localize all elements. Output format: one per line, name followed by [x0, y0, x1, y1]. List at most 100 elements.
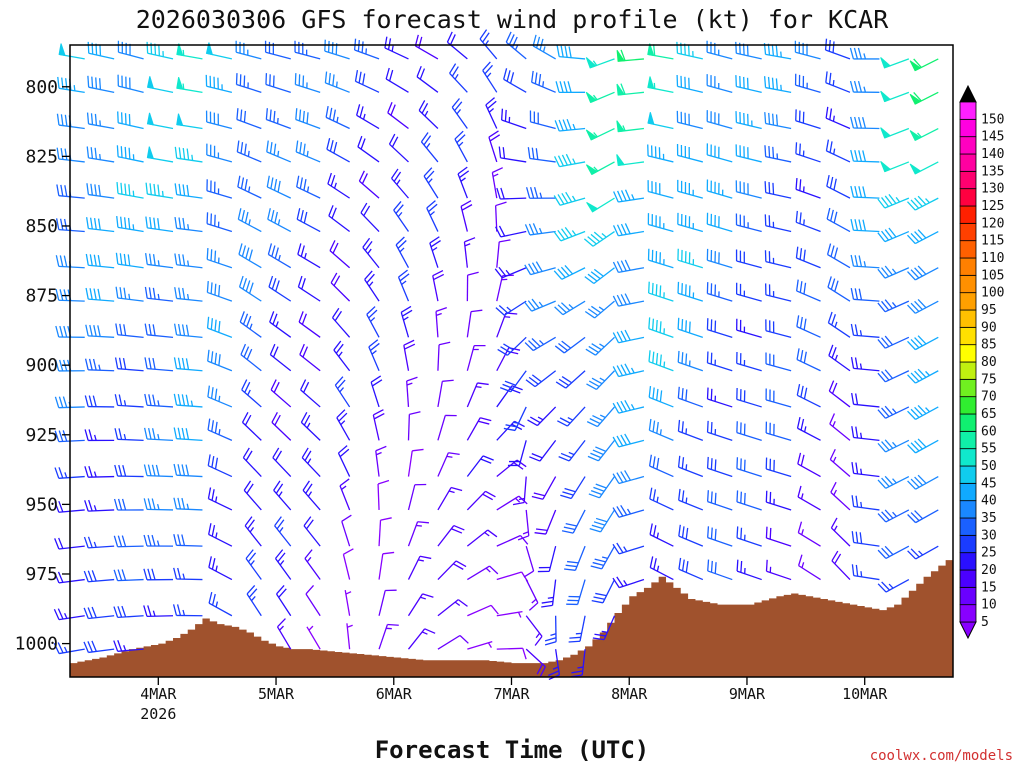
wind-barb [174, 183, 203, 199]
wind-barb [385, 67, 409, 93]
wind-barb [907, 474, 939, 490]
wind-barb [113, 535, 144, 548]
wind-barb [612, 223, 645, 237]
colorbar-label: 90 [981, 320, 997, 335]
wind-barb [591, 579, 616, 604]
wind-barb [584, 300, 615, 319]
wind-barb [54, 500, 85, 513]
wind-barb [706, 179, 733, 199]
wind-barb [206, 316, 233, 338]
wind-barb [826, 207, 851, 233]
wind-barb [706, 74, 733, 93]
wind-barb [362, 237, 380, 269]
wind-barb [763, 76, 792, 93]
wind-barb [325, 106, 350, 130]
wind-barb [764, 250, 792, 269]
wind-barb [736, 457, 762, 478]
wind-barb [541, 579, 557, 608]
wind-barb [467, 565, 499, 581]
wind-barb [850, 254, 880, 269]
wind-barb [612, 259, 645, 273]
colorbar-swatch [959, 170, 977, 190]
colorbar-swatch [959, 500, 977, 519]
wind-barb [907, 229, 939, 245]
wind-barb [236, 140, 262, 163]
wind-barb [532, 34, 556, 60]
wind-barb [590, 545, 616, 570]
wind-barb [850, 357, 880, 372]
wind-barb [877, 369, 910, 383]
wind-barb [796, 348, 821, 372]
wind-barb [449, 63, 468, 93]
wind-barb [647, 180, 674, 199]
wind-barb [531, 70, 556, 93]
colorbar-label: 20 [981, 563, 997, 578]
wind-barb [337, 445, 351, 477]
colorbar-swatch [959, 569, 977, 588]
wind-barb [206, 212, 233, 233]
colorbar-swatch [959, 136, 977, 155]
colorbar-label: 115 [981, 234, 1004, 249]
wind-barb [300, 379, 321, 408]
wind-barb [677, 248, 704, 269]
wind-barb [909, 127, 939, 142]
wind-barb [173, 357, 203, 372]
wind-barb [463, 237, 476, 268]
wind-barb [466, 490, 496, 511]
wind-barb [344, 590, 352, 616]
wind-barb [84, 395, 115, 408]
y-tick-label: 850 [25, 216, 58, 237]
wind-barb [299, 343, 321, 372]
wind-barb [647, 248, 674, 269]
wind-barb [173, 427, 203, 441]
wind-barb [585, 91, 615, 104]
wind-barb [524, 336, 556, 352]
y-tick-label: 875 [25, 286, 58, 307]
wind-barb [765, 388, 792, 408]
wind-barb [525, 187, 556, 199]
wind-barb [145, 182, 174, 199]
wind-barb [207, 385, 233, 408]
wind-barb [268, 275, 292, 302]
wind-barb [765, 559, 792, 581]
wind-barb [296, 208, 321, 233]
wind-barb [406, 376, 418, 407]
wind-barb [329, 240, 351, 269]
wind-barb [246, 585, 262, 617]
colorbar-swatch [959, 326, 977, 346]
colorbar-swatch [959, 257, 977, 276]
wind-barb [86, 112, 115, 130]
wind-barb [877, 439, 910, 453]
wind-barb [496, 385, 523, 408]
wind-barb [877, 545, 910, 559]
wind-barb [676, 74, 703, 93]
wind-barb [435, 306, 447, 338]
wind-barb [570, 649, 586, 678]
wind-barb [648, 385, 674, 408]
wind-barb [296, 175, 321, 199]
wind-barb [85, 287, 115, 302]
wind-barb [764, 145, 792, 163]
wind-barb [491, 167, 503, 199]
colorbar-swatch [959, 153, 977, 172]
wind-barb [269, 311, 292, 338]
wind-barb [707, 526, 733, 547]
terrain-surface [70, 554, 953, 677]
wind-barb [143, 605, 174, 618]
wind-barb [388, 133, 409, 163]
wind-barb [467, 641, 493, 650]
colorbar-label: 40 [981, 494, 997, 509]
y-tick-label: 825 [25, 146, 58, 167]
wind-barb [612, 293, 645, 307]
wind-barb [585, 57, 615, 69]
wind-barb [54, 467, 85, 479]
wind-barb [457, 166, 470, 199]
wind-barb [525, 370, 557, 388]
wind-barb [407, 483, 427, 511]
wind-barb [706, 212, 733, 233]
wind-barb [331, 307, 351, 338]
wind-barb [239, 311, 262, 338]
wind-barb [735, 213, 762, 233]
x-axis-label: Forecast Time (UTC) [375, 736, 650, 764]
wind-barb [907, 438, 939, 454]
